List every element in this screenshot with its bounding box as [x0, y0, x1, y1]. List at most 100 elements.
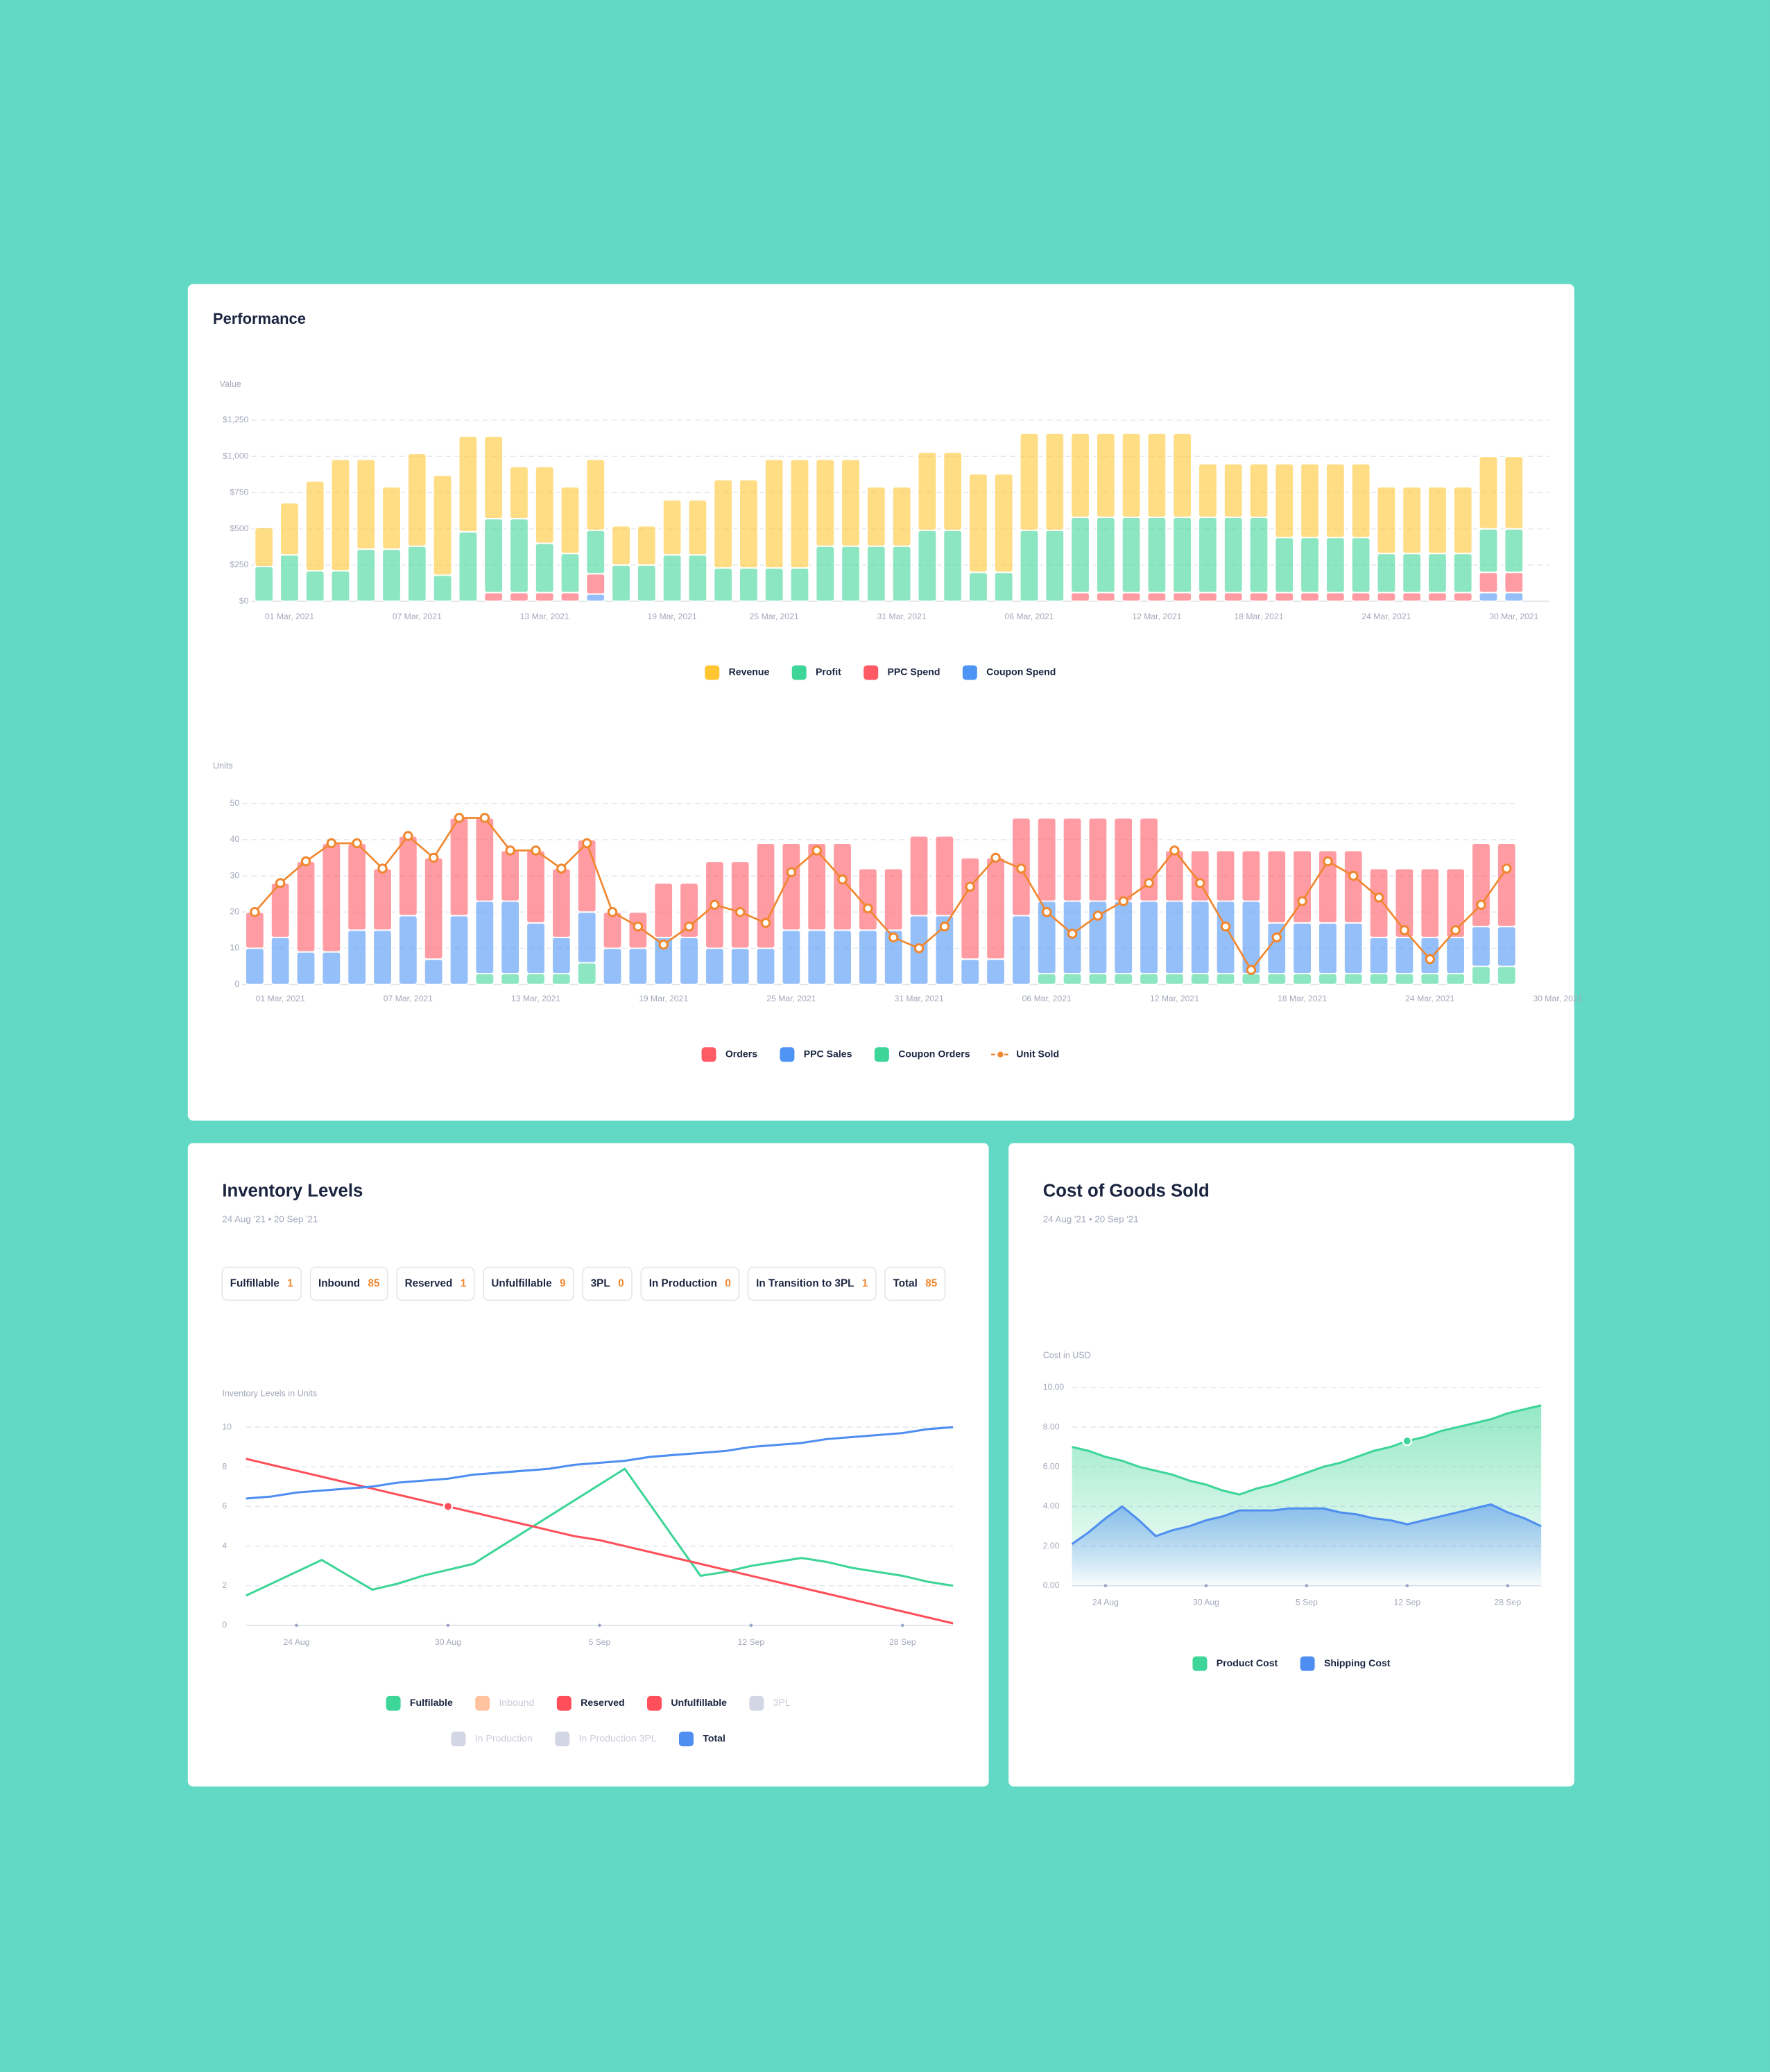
- bar-segment: [730, 861, 750, 949]
- bar-segment: [1300, 463, 1320, 539]
- bar-segment: [534, 592, 555, 603]
- line-marker: [1271, 932, 1282, 943]
- x-tick-label: 28 Sep: [1494, 1598, 1521, 1607]
- x-tick-label: 18 Mar, 2021: [1234, 612, 1283, 621]
- y-tick-label: 8: [222, 1461, 227, 1471]
- bar-segment: [611, 525, 631, 566]
- stat-label: In Transition to 3PL: [756, 1277, 854, 1289]
- line-marker: [863, 903, 873, 914]
- y-tick-label: $0: [239, 596, 249, 605]
- bar-segment: [534, 542, 555, 594]
- bar-segment: [560, 553, 581, 594]
- y-tick-label: 20: [230, 906, 240, 916]
- bar-segment: [1198, 592, 1218, 603]
- bar-segment: [1062, 817, 1083, 902]
- bar-segment: [917, 451, 938, 531]
- line-marker: [428, 852, 439, 863]
- legend-swatch: [962, 665, 977, 680]
- bar-segment: [1011, 915, 1031, 985]
- line-marker: [1476, 899, 1486, 910]
- legend-label: In Production 3PL: [579, 1733, 657, 1744]
- legend-label: Unfulfillable: [671, 1697, 727, 1708]
- bar-segment: [755, 947, 776, 985]
- bar-segment: [807, 929, 827, 985]
- bar-segment: [1070, 432, 1090, 518]
- bar-segment: [1427, 553, 1447, 594]
- legend-label: Profit: [816, 666, 841, 677]
- bar-segment: [432, 574, 453, 603]
- bar-segment: [423, 856, 444, 960]
- bar-segment: [1471, 965, 1491, 985]
- bar-segment: [1096, 592, 1116, 603]
- bar-segment: [1343, 849, 1364, 924]
- bar-segment: [458, 530, 479, 603]
- line-marker: [1041, 907, 1052, 917]
- legend-label: 3PL: [773, 1697, 791, 1708]
- bar-segment: [1215, 849, 1236, 902]
- x-tick-label: 13 Mar, 2021: [511, 994, 560, 1003]
- y-tick-label: $1,250: [223, 415, 248, 424]
- bar-segment: [1241, 973, 1262, 985]
- legend-swatch: [863, 665, 879, 680]
- hover-marker: [442, 1501, 454, 1512]
- bar-segment: [1121, 592, 1142, 603]
- bar-segment: [372, 867, 393, 931]
- bar-segment: [304, 480, 325, 572]
- bar-segment: [1368, 936, 1389, 974]
- stat-value: 1: [287, 1277, 293, 1289]
- bar-segment: [1070, 592, 1090, 603]
- line-marker: [1425, 953, 1436, 965]
- stat-chip: [747, 1266, 877, 1301]
- legend-swatch: [780, 1047, 795, 1062]
- bar-segment: [1266, 922, 1287, 974]
- line-marker: [684, 921, 694, 932]
- bar-segment: [1189, 849, 1210, 902]
- y-tick-label: 6.00: [1043, 1461, 1060, 1471]
- bar-segment: [1496, 965, 1517, 985]
- bar-segment: [1070, 516, 1090, 594]
- bar-segment: [474, 973, 495, 985]
- bar-segment: [858, 929, 878, 985]
- bar-segment: [1165, 900, 1185, 974]
- bar-segment: [1376, 486, 1397, 555]
- line-marker: [1067, 929, 1078, 939]
- x-tick-label: 12 Mar, 2021: [1132, 612, 1181, 621]
- bar-segment: [551, 867, 572, 938]
- bar-segment: [781, 929, 802, 985]
- bar-segment: [1266, 973, 1287, 985]
- x-tick-label: 5 Sep: [588, 1637, 610, 1647]
- bar-segment: [1088, 817, 1108, 902]
- bar-segment: [943, 529, 963, 603]
- legend-label: Coupon Spend: [986, 666, 1056, 677]
- y-axis-title: Units: [213, 761, 233, 771]
- bar-segment: [1248, 463, 1269, 518]
- bar-segment: [356, 458, 377, 550]
- x-tick-dot: [749, 1623, 753, 1628]
- bar-segment: [1452, 553, 1473, 594]
- bar-segment: [1019, 432, 1040, 531]
- legend-swatch: [749, 1695, 764, 1711]
- x-tick-label: 24 Aug: [1092, 1598, 1119, 1607]
- bar-segment: [474, 900, 495, 974]
- bar-segment: [781, 843, 802, 931]
- line-marker: [556, 863, 567, 874]
- x-tick-label: 13 Mar, 2021: [520, 612, 569, 621]
- x-tick-label: 25 Mar, 2021: [766, 994, 816, 1003]
- bar-segment: [1402, 553, 1422, 594]
- stat-value: 85: [925, 1277, 937, 1289]
- bar-segment: [576, 962, 597, 985]
- x-tick-label: 24 Mar, 2021: [1361, 612, 1411, 621]
- x-tick-label: 01 Mar, 2021: [256, 994, 305, 1003]
- x-tick-label: 28 Sep: [889, 1637, 916, 1647]
- bar-segment: [1350, 592, 1371, 603]
- bar-segment: [841, 458, 861, 547]
- line-marker: [1450, 925, 1461, 935]
- bar-segment: [1215, 973, 1236, 985]
- bar-segment: [866, 486, 886, 547]
- bar-segment: [1113, 900, 1134, 974]
- bar-segment: [637, 564, 657, 603]
- stat-label: Inbound: [318, 1277, 360, 1289]
- stat-chip: [396, 1266, 475, 1301]
- bar-segment: [304, 570, 325, 603]
- card-subtitle: 24 Aug '21 • 20 Sep '21: [222, 1214, 318, 1224]
